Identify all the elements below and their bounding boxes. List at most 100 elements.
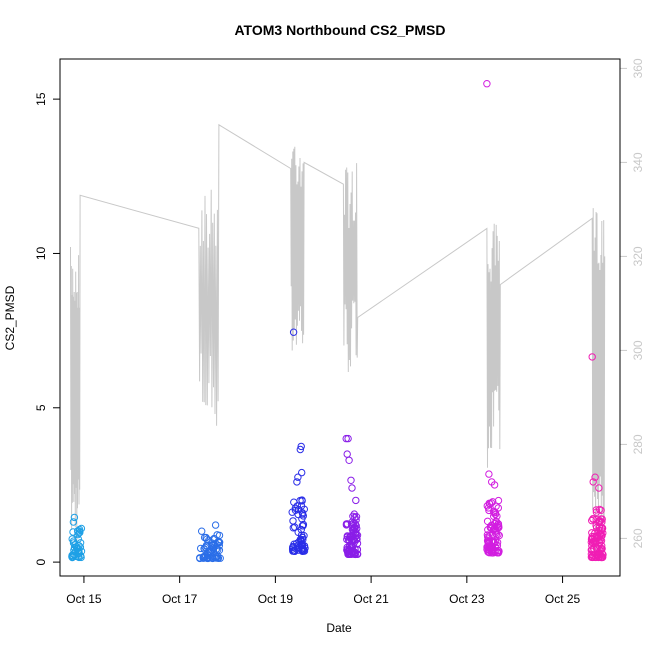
data-point xyxy=(495,547,503,555)
data-point xyxy=(352,496,360,505)
data-point xyxy=(483,502,491,510)
data-point xyxy=(211,521,220,529)
y-axis-label: CS2_PMSD xyxy=(3,285,17,350)
data-point xyxy=(298,468,306,477)
data-point xyxy=(299,522,307,530)
data-point xyxy=(70,513,79,522)
data-point xyxy=(596,553,604,561)
data-point xyxy=(198,527,206,535)
data-point xyxy=(595,523,604,531)
y2-tick-label: 360 xyxy=(631,58,645,78)
x-tick-label: Oct 21 xyxy=(353,592,389,606)
data-point xyxy=(293,478,301,486)
data-point xyxy=(488,544,497,552)
y-tick-label: 15 xyxy=(34,92,48,106)
data-point xyxy=(300,505,308,513)
data-point xyxy=(591,538,600,546)
data-point xyxy=(489,526,498,534)
data-point xyxy=(351,545,359,554)
data-point xyxy=(347,532,355,540)
y2-tick-label: 280 xyxy=(631,434,645,454)
x-tick-label: Oct 23 xyxy=(449,592,485,606)
data-point xyxy=(342,434,350,443)
data-point xyxy=(483,80,491,88)
y-tick-label: 0 xyxy=(34,558,48,565)
data-point xyxy=(74,547,82,555)
data-point xyxy=(199,554,208,562)
data-point xyxy=(595,484,603,492)
data-point xyxy=(598,542,606,550)
data-point xyxy=(202,533,210,542)
data-point xyxy=(493,512,501,520)
data-point xyxy=(347,476,355,484)
data-point xyxy=(348,484,356,492)
data-point xyxy=(197,544,205,553)
data-point xyxy=(590,545,598,553)
data-point xyxy=(69,518,78,526)
data-point xyxy=(293,502,301,510)
data-point xyxy=(491,524,499,532)
data-point xyxy=(345,542,354,550)
data-point xyxy=(351,520,359,528)
data-point xyxy=(485,470,493,478)
data-point xyxy=(201,553,209,561)
data-point xyxy=(69,539,78,547)
data-point xyxy=(215,546,224,554)
data-point xyxy=(589,478,597,486)
data-point xyxy=(353,524,361,533)
x-tick-label: Oct 25 xyxy=(545,592,581,606)
data-point xyxy=(297,525,305,534)
data-point xyxy=(299,533,307,542)
data-point xyxy=(591,473,599,481)
x-tick-label: Oct 19 xyxy=(258,592,294,606)
data-point xyxy=(208,544,217,552)
data-point xyxy=(291,504,300,512)
data-point xyxy=(68,551,76,560)
data-point xyxy=(296,445,304,454)
data-point xyxy=(212,552,221,561)
data-point xyxy=(490,481,499,489)
data-point xyxy=(294,473,302,481)
data-point xyxy=(588,516,596,525)
data-point xyxy=(345,456,353,464)
data-point xyxy=(196,554,204,562)
x-tick-label: Oct 15 xyxy=(66,592,102,606)
data-point xyxy=(594,551,602,559)
data-point xyxy=(588,353,596,361)
x-axis-label: Date xyxy=(326,621,352,635)
data-point xyxy=(70,546,78,554)
data-point xyxy=(291,523,299,531)
data-point xyxy=(298,496,306,504)
data-point xyxy=(596,538,604,547)
data-point xyxy=(211,554,219,562)
data-point xyxy=(347,520,356,529)
x-tick-label: Oct 17 xyxy=(162,592,198,606)
data-point xyxy=(351,550,359,558)
data-point xyxy=(352,513,361,521)
data-point xyxy=(297,442,305,451)
data-point xyxy=(494,522,503,530)
data-point xyxy=(344,434,352,443)
data-point xyxy=(298,509,307,517)
line-series-path xyxy=(70,123,606,555)
y2-tick-label: 340 xyxy=(631,152,645,172)
data-point xyxy=(74,535,83,543)
data-point xyxy=(484,504,493,512)
data-point xyxy=(291,506,300,514)
data-point xyxy=(214,554,223,562)
y-tick-label: 5 xyxy=(34,404,48,411)
right-axis-line-series xyxy=(70,123,606,555)
data-point xyxy=(69,528,77,536)
data-point xyxy=(592,506,600,514)
y2-tick-label: 260 xyxy=(631,528,645,548)
data-point xyxy=(595,519,603,527)
data-point xyxy=(299,545,307,553)
data-point xyxy=(353,539,362,548)
data-point xyxy=(345,537,354,546)
data-point xyxy=(483,517,492,525)
data-point xyxy=(73,527,82,535)
data-point xyxy=(343,533,352,541)
data-point xyxy=(493,538,502,547)
